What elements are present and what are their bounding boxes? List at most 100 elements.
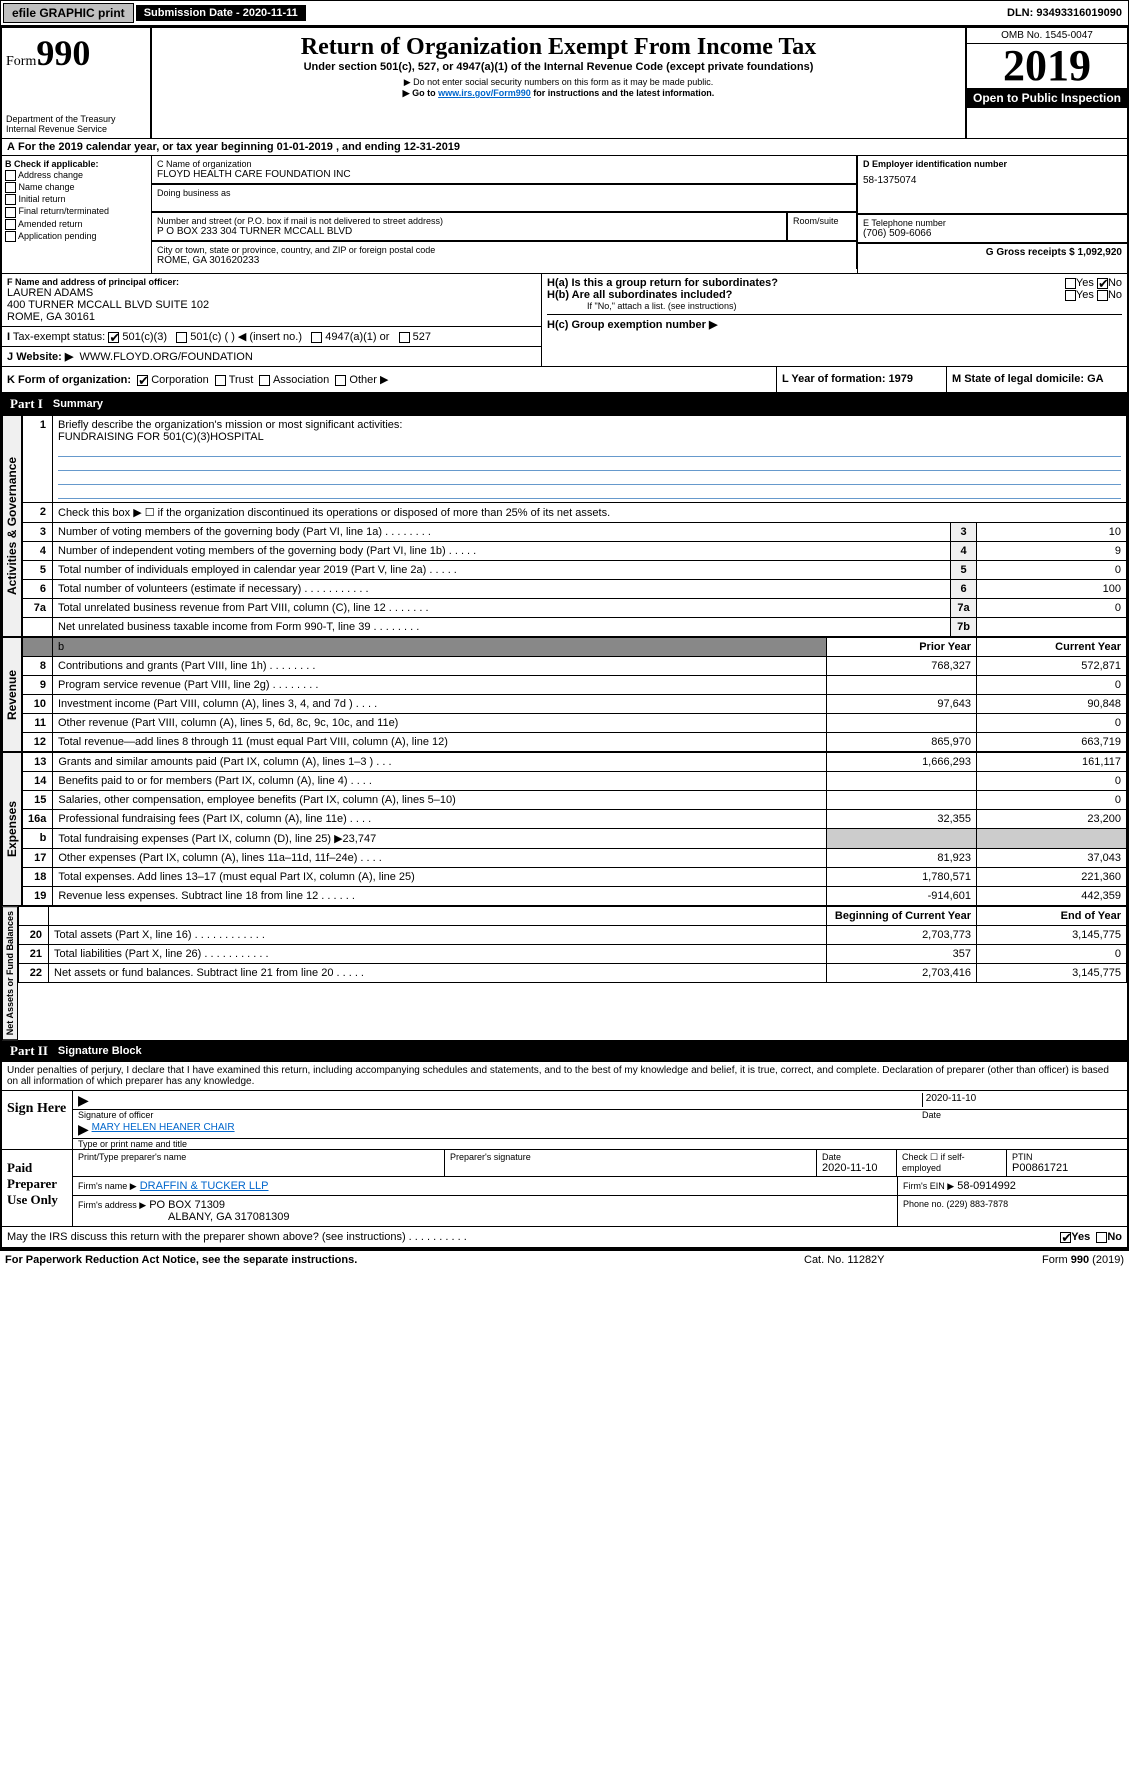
summary-row: 15Salaries, other compensation, employee… [23, 791, 1127, 810]
summary-row: 8Contributions and grants (Part VIII, li… [23, 657, 1127, 676]
pra-notice: For Paperwork Reduction Act Notice, see … [5, 1254, 804, 1266]
prep-date-label: Date [822, 1152, 891, 1162]
form990-link[interactable]: www.irs.gov/Form990 [438, 88, 531, 98]
officer-name-link[interactable]: MARY HELEN HEANER CHAIR [92, 1122, 235, 1136]
summary-row: 4Number of independent voting members of… [23, 542, 1127, 561]
cat-no: Cat. No. 11282Y [804, 1254, 984, 1266]
check-if-self: Check ☐ if self-employed [897, 1150, 1007, 1176]
box-b-header: B Check if applicable: [5, 159, 148, 169]
org-city: ROME, GA 301620233 [157, 255, 851, 266]
room-label: Room/suite [793, 216, 851, 226]
box-ha: H(a) Is this a group return for subordin… [547, 277, 778, 289]
501c-checkbox[interactable] [176, 332, 187, 343]
org-address: P O BOX 233 304 TURNER MCCALL BLVD [157, 226, 781, 237]
vlabel-activities: Activities & Governance [2, 415, 22, 637]
summary-row: bTotal fundraising expenses (Part IX, co… [23, 829, 1127, 849]
paid-prep-label: Paid Preparer Use Only [2, 1150, 72, 1226]
box-g: G Gross receipts $ 1,092,920 [863, 247, 1122, 258]
line-a: A For the 2019 calendar year, or tax yea… [2, 138, 1127, 155]
year-block: OMB No. 1545-0047 2019 Open to Public In… [967, 28, 1127, 138]
corp-checkbox[interactable] [137, 375, 148, 386]
527-checkbox[interactable] [399, 332, 410, 343]
discuss-no-checkbox[interactable] [1096, 1232, 1107, 1243]
officer-name-label: Type or print name and title [73, 1139, 1127, 1149]
firm-addr1: PO BOX 71309 [149, 1199, 225, 1211]
officer-addr2: ROME, GA 30161 [7, 311, 536, 323]
form-label: Form [6, 54, 36, 69]
line1-text: FUNDRAISING FOR 501(C)(3)HOSPITAL [58, 431, 264, 443]
perjury-text: Under penalties of perjury, I declare th… [2, 1062, 1127, 1090]
subtitle-1: Under section 501(c), 527, or 4947(a)(1)… [162, 61, 955, 73]
top-toolbar: efile GRAPHIC print Submission Date - 20… [0, 0, 1129, 26]
summary-row: 6Total number of volunteers (estimate if… [23, 580, 1127, 599]
box-b: B Check if applicable: Address change Na… [2, 156, 152, 273]
501c3-checkbox[interactable] [108, 332, 119, 343]
subtitle-3: ▶ Go to www.irs.gov/Form990 for instruct… [162, 88, 955, 99]
discuss-yes-checkbox[interactable] [1060, 1232, 1071, 1243]
box-e-label: E Telephone number [863, 218, 1122, 228]
box-l: L Year of formation: 1979 [782, 373, 913, 385]
col-end-year: End of Year [977, 907, 1127, 926]
box-b-option[interactable]: Final return/terminated [5, 206, 148, 217]
addr-label: Number and street (or P.O. box if mail i… [157, 216, 781, 226]
hb-no-checkbox[interactable] [1097, 290, 1108, 301]
box-m: M State of legal domicile: GA [952, 373, 1104, 385]
other-checkbox[interactable] [335, 375, 346, 386]
summary-row: 12Total revenue—add lines 8 through 11 (… [23, 733, 1127, 752]
box-f-label: F Name and address of principal officer: [7, 277, 536, 287]
efile-button[interactable]: efile GRAPHIC print [3, 3, 134, 23]
submission-date: Submission Date - 2020-11-11 [136, 5, 306, 21]
line1-label: Briefly describe the organization's miss… [58, 419, 402, 431]
4947-checkbox[interactable] [311, 332, 322, 343]
form-title-block: Return of Organization Exempt From Incom… [152, 28, 967, 138]
prep-sig-label: Preparer's signature [450, 1152, 811, 1162]
irs-label: Internal Revenue Service [6, 124, 146, 134]
box-b-option[interactable]: Application pending [5, 231, 148, 242]
summary-row: 21Total liabilities (Part X, line 26) . … [19, 945, 1127, 964]
summary-row: Net unrelated business taxable income fr… [23, 618, 1127, 637]
firm-addr2: ALBANY, GA 317081309 [78, 1211, 290, 1223]
firm-phone: Phone no. (229) 883-7878 [897, 1196, 1127, 1226]
box-b-option[interactable]: Address change [5, 170, 148, 181]
part1-header: Part I Summary [2, 393, 1127, 415]
form-number: 990 [36, 33, 90, 73]
form-footer: Form 990 (2019) [984, 1254, 1124, 1266]
box-b-option[interactable]: Name change [5, 182, 148, 193]
org-name: FLOYD HEALTH CARE FOUNDATION INC [157, 169, 851, 180]
firm-name-link[interactable]: DRAFFIN & TUCKER LLP [140, 1180, 269, 1192]
summary-row: 3Number of voting members of the governi… [23, 523, 1127, 542]
trust-checkbox[interactable] [215, 375, 226, 386]
prep-date: 2020-11-10 [822, 1162, 891, 1174]
assoc-checkbox[interactable] [259, 375, 270, 386]
vlabel-netassets: Net Assets or Fund Balances [2, 906, 18, 1040]
ha-no-checkbox[interactable] [1097, 278, 1108, 289]
summary-row: 7aTotal unrelated business revenue from … [23, 599, 1127, 618]
box-b-option[interactable]: Initial return [5, 194, 148, 205]
ha-yes-checkbox[interactable] [1065, 278, 1076, 289]
officer-name: LAUREN ADAMS [7, 287, 536, 299]
discuss-question: May the IRS discuss this return with the… [7, 1231, 1060, 1243]
col-current-year: Current Year [977, 638, 1127, 657]
box-hc: H(c) Group exemption number ▶ [547, 319, 717, 331]
prep-name-label: Print/Type preparer's name [78, 1152, 439, 1162]
box-hb: H(b) Are all subordinates included? [547, 289, 732, 301]
dba-label: Doing business as [157, 188, 851, 198]
hb-yes-checkbox[interactable] [1065, 290, 1076, 301]
box-hb-note: If "No," attach a list. (see instruction… [547, 301, 1122, 311]
vlabel-revenue: Revenue [2, 637, 22, 752]
vlabel-expenses: Expenses [2, 752, 22, 906]
summary-row: 11Other revenue (Part VIII, column (A), … [23, 714, 1127, 733]
col-prior-year: Prior Year [827, 638, 977, 657]
box-k-label: K Form of organization: [7, 374, 131, 386]
arrow-icon: ▶ [78, 1093, 89, 1107]
line2: Check this box ▶ ☐ if the organization d… [53, 503, 1127, 523]
firm-ein-label: Firm's EIN ▶ [903, 1181, 954, 1191]
summary-row: 14Benefits paid to or for members (Part … [23, 772, 1127, 791]
subtitle-2: ▶ Do not enter social security numbers o… [162, 77, 955, 88]
ptin-value: P00861721 [1012, 1162, 1122, 1174]
box-i-label: Tax-exempt status: [13, 331, 105, 343]
summary-row: 13Grants and similar amounts paid (Part … [23, 753, 1127, 772]
dept-label: Department of the Treasury [6, 114, 146, 124]
box-d-label: D Employer identification number [863, 159, 1122, 169]
box-b-option[interactable]: Amended return [5, 219, 148, 230]
